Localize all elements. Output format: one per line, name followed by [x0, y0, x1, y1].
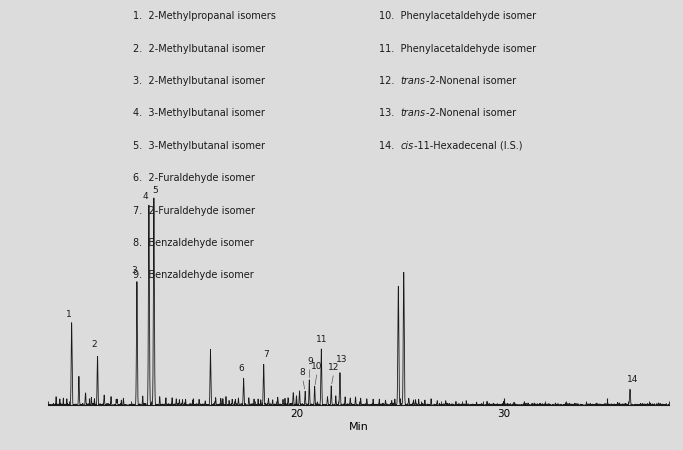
Text: 10.  Phenylacetaldehyde isomer: 10. Phenylacetaldehyde isomer	[379, 11, 536, 21]
Text: 14: 14	[628, 375, 639, 384]
Text: 9: 9	[307, 357, 313, 366]
Text: 2.  2-Methylbutanal isomer: 2. 2-Methylbutanal isomer	[133, 44, 265, 54]
Text: 14.: 14.	[379, 141, 400, 151]
X-axis label: Min: Min	[348, 422, 369, 432]
Text: -2-Nonenal isomer: -2-Nonenal isomer	[426, 108, 516, 118]
Text: 11: 11	[316, 335, 327, 344]
Text: 1.  2-Methylpropanal isomers: 1. 2-Methylpropanal isomers	[133, 11, 276, 21]
Text: 1: 1	[66, 310, 72, 319]
Text: trans: trans	[400, 108, 426, 118]
Text: 4: 4	[143, 192, 148, 201]
Text: 12.: 12.	[379, 76, 401, 86]
Text: 7: 7	[264, 350, 269, 359]
Text: 2: 2	[92, 341, 97, 350]
Text: 7.  2-Furaldehyde isomer: 7. 2-Furaldehyde isomer	[133, 206, 255, 216]
Text: 5.  3-Methylbutanal isomer: 5. 3-Methylbutanal isomer	[133, 141, 265, 151]
Text: 3: 3	[131, 266, 137, 275]
Text: -2-Nonenal isomer: -2-Nonenal isomer	[426, 76, 516, 86]
Text: 5: 5	[153, 186, 158, 195]
Text: 8.  Benzaldehyde isomer: 8. Benzaldehyde isomer	[133, 238, 254, 248]
Text: 4.  3-Methylbutanal isomer: 4. 3-Methylbutanal isomer	[133, 108, 265, 118]
Text: 6: 6	[238, 364, 245, 373]
Text: 6.  2-Furaldehyde isomer: 6. 2-Furaldehyde isomer	[133, 173, 255, 183]
Text: 8: 8	[300, 368, 305, 377]
Text: 9.  Benzaldehyde isomer: 9. Benzaldehyde isomer	[133, 270, 254, 280]
Text: -11-Hexadecenal (I.S.): -11-Hexadecenal (I.S.)	[414, 141, 522, 151]
Text: 13.: 13.	[379, 108, 400, 118]
Text: 12: 12	[328, 363, 339, 372]
Text: 3.  2-Methylbutanal isomer: 3. 2-Methylbutanal isomer	[133, 76, 265, 86]
Text: 11.  Phenylacetaldehyde isomer: 11. Phenylacetaldehyde isomer	[379, 44, 536, 54]
Text: 10: 10	[311, 362, 323, 371]
Text: 13: 13	[336, 355, 348, 364]
Text: trans: trans	[401, 76, 426, 86]
Text: cis: cis	[400, 141, 414, 151]
